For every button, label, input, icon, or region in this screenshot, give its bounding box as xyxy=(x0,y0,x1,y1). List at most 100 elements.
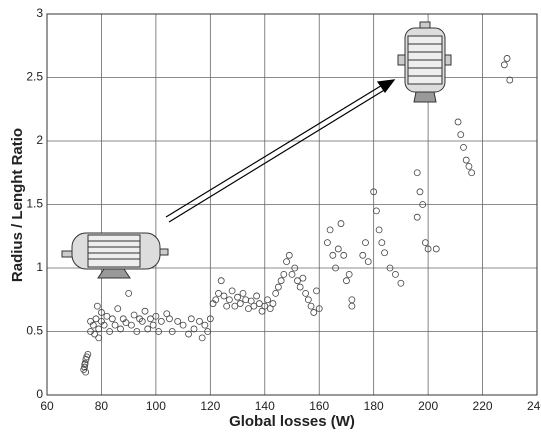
motor-icon-small xyxy=(61,232,169,279)
point xyxy=(144,325,152,333)
point xyxy=(506,76,514,84)
y-tick-label: 2 xyxy=(36,133,43,147)
point xyxy=(231,302,239,310)
point xyxy=(157,317,165,325)
point xyxy=(174,317,182,325)
x-tick-label: 120 xyxy=(200,399,220,413)
point xyxy=(196,317,203,325)
y-tick-label: 2.5 xyxy=(26,70,43,84)
point xyxy=(138,317,146,325)
point xyxy=(294,277,301,285)
y-tick-label: 1 xyxy=(36,260,43,274)
point xyxy=(337,220,345,227)
point xyxy=(454,118,462,126)
point xyxy=(392,270,399,278)
point xyxy=(332,264,339,272)
point xyxy=(253,292,261,300)
plot-area: 60 80 100 120 140 160 180 200 220 240 0 0.5 1 1.5 2 2.5… xyxy=(26,6,541,413)
x-axis-label: Global losses (W) xyxy=(229,413,355,430)
point xyxy=(149,321,157,329)
point xyxy=(152,312,160,320)
point xyxy=(234,293,241,301)
point xyxy=(84,350,92,358)
point xyxy=(343,277,350,285)
point xyxy=(468,169,476,177)
point xyxy=(215,289,222,297)
point xyxy=(277,277,285,285)
point xyxy=(187,315,195,323)
point xyxy=(397,279,405,287)
point xyxy=(87,317,94,325)
point xyxy=(147,315,154,323)
point xyxy=(266,305,274,313)
plot-frame xyxy=(46,13,538,396)
point xyxy=(381,249,388,257)
point xyxy=(386,264,394,272)
point xyxy=(166,315,173,323)
x-tick-label: 240 xyxy=(527,399,541,413)
point xyxy=(95,334,103,342)
point xyxy=(413,213,421,221)
point xyxy=(465,162,473,170)
point xyxy=(198,334,206,342)
point xyxy=(457,131,465,139)
point xyxy=(255,300,263,307)
point xyxy=(302,289,310,297)
point xyxy=(334,245,342,253)
point xyxy=(127,321,135,329)
arrow xyxy=(165,79,396,223)
point xyxy=(432,245,440,253)
point xyxy=(239,289,247,297)
point xyxy=(242,296,250,304)
point xyxy=(345,270,353,278)
point xyxy=(274,283,282,291)
point xyxy=(421,239,429,247)
point xyxy=(225,296,233,304)
point xyxy=(500,61,508,69)
y-tick-label: 0 xyxy=(36,387,43,401)
point xyxy=(416,188,424,196)
point xyxy=(201,321,209,329)
point xyxy=(98,309,105,316)
point xyxy=(223,302,231,310)
point xyxy=(372,207,380,215)
point xyxy=(92,315,100,323)
point xyxy=(280,270,288,278)
point xyxy=(95,325,103,333)
motor-icon-large xyxy=(397,21,452,103)
point xyxy=(313,287,320,295)
point xyxy=(413,169,421,177)
point xyxy=(307,302,315,310)
point xyxy=(117,325,124,333)
point xyxy=(359,251,367,259)
point xyxy=(291,264,299,272)
y-tick-label: 0.5 xyxy=(26,324,43,338)
point xyxy=(264,296,271,304)
x-tick-label: 80 xyxy=(95,399,109,413)
point xyxy=(375,226,383,234)
x-tick-label: 160 xyxy=(309,399,329,413)
point xyxy=(364,258,372,266)
point xyxy=(93,302,101,310)
point xyxy=(315,305,323,313)
point xyxy=(348,302,356,310)
point xyxy=(299,274,307,282)
point xyxy=(424,245,432,253)
point xyxy=(133,328,141,335)
point xyxy=(141,307,149,315)
point xyxy=(114,305,122,313)
point xyxy=(103,312,111,320)
point xyxy=(106,328,114,335)
point xyxy=(288,270,296,278)
x-tick-label: 60 xyxy=(40,399,54,413)
point xyxy=(419,201,427,208)
point xyxy=(111,321,119,329)
point xyxy=(460,143,467,151)
point xyxy=(296,283,304,291)
point xyxy=(258,307,266,315)
point xyxy=(247,297,255,305)
point xyxy=(236,300,244,307)
point xyxy=(304,296,312,304)
point xyxy=(378,239,386,247)
